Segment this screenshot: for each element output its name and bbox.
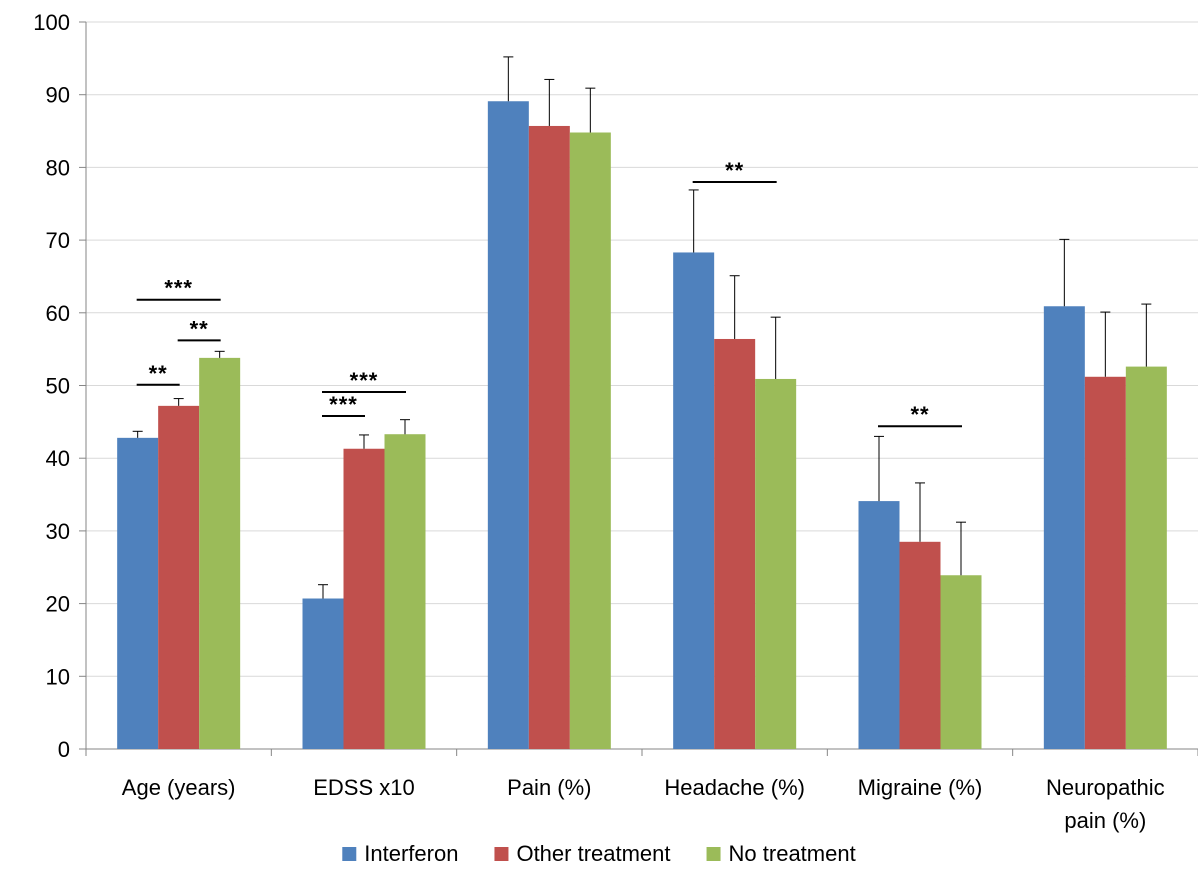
significance-label: ** xyxy=(725,158,744,183)
significance-annotations: ***************** xyxy=(136,158,962,428)
bar xyxy=(158,405,200,749)
legend-swatch xyxy=(706,847,721,861)
bar xyxy=(1125,366,1167,749)
bar xyxy=(343,448,385,749)
y-tick-label: 10 xyxy=(46,664,70,689)
category-label: Headache (%) xyxy=(664,775,805,800)
bar xyxy=(199,357,241,749)
category-label: Pain (%) xyxy=(507,775,591,800)
bar xyxy=(714,338,756,749)
legend: Interferon Other treatment No treatment xyxy=(342,841,856,866)
gridlines xyxy=(86,21,1198,677)
category-label: Neuropathic xyxy=(1046,775,1165,800)
legend-label: Interferon xyxy=(364,841,458,866)
bar xyxy=(673,252,715,750)
category-label: Migraine (%) xyxy=(858,775,983,800)
bar xyxy=(1043,306,1085,749)
bar xyxy=(487,101,529,750)
y-tick-label: 0 xyxy=(58,737,70,762)
axis-labels: 0 10 20 30 40 50 60 70 80 90 100 Age (years) EDSS x1… xyxy=(33,10,1164,833)
category-label: pain (%) xyxy=(1064,808,1146,833)
y-tick-label: 50 xyxy=(46,374,70,399)
y-tick-label: 30 xyxy=(46,519,70,544)
bars xyxy=(117,101,1167,750)
bar xyxy=(117,437,159,749)
significance-label: ** xyxy=(190,316,209,341)
legend-label: No treatment xyxy=(729,841,856,866)
bar xyxy=(1084,376,1126,749)
bar xyxy=(755,378,797,749)
significance-label: ** xyxy=(910,402,929,427)
error-bars xyxy=(132,56,1152,599)
legend-swatch xyxy=(342,847,357,861)
bar xyxy=(899,541,941,749)
y-tick-label: 20 xyxy=(46,592,70,617)
bar xyxy=(302,598,344,749)
axes xyxy=(79,21,1198,756)
legend-swatch xyxy=(494,847,509,861)
legend-label: Other treatment xyxy=(516,841,670,866)
category-label: EDSS x10 xyxy=(313,775,415,800)
y-tick-label: 40 xyxy=(46,446,70,471)
bar xyxy=(940,575,982,749)
y-tick-label: 90 xyxy=(46,83,70,108)
y-tick-label: 60 xyxy=(46,301,70,326)
significance-label: ** xyxy=(149,361,168,386)
bar xyxy=(569,132,611,749)
y-tick-label: 70 xyxy=(46,228,70,253)
bar xyxy=(528,125,570,749)
y-tick-label: 80 xyxy=(46,155,70,180)
category-label: Age (years) xyxy=(122,775,236,800)
significance-label: *** xyxy=(164,276,193,301)
significance-label: *** xyxy=(329,392,358,417)
bar xyxy=(384,434,426,749)
significance-label: *** xyxy=(350,368,379,393)
y-tick-label: 100 xyxy=(33,10,70,35)
bar xyxy=(858,501,900,749)
